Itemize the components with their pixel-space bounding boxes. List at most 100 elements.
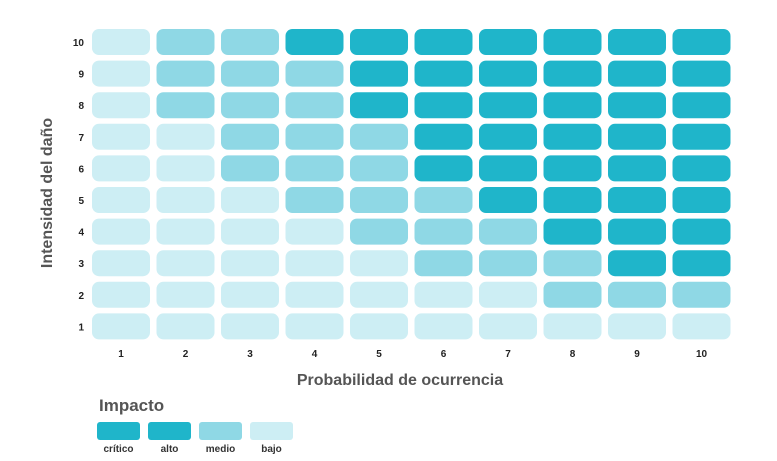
x-tick-label: 2	[183, 349, 189, 360]
y-tick-label: 10	[73, 38, 85, 49]
heatmap-cell-5-4	[350, 218, 408, 245]
heatmap-cell-10-8	[672, 92, 731, 119]
y-tick-label: 7	[78, 133, 84, 144]
heatmap-cell-6-2	[414, 281, 473, 308]
heatmap-cell-6-6	[414, 155, 473, 182]
heatmap-cell-7-2	[479, 281, 537, 308]
heatmap-cell-3-10	[221, 29, 279, 55]
heatmap-cell-2-7	[156, 123, 215, 150]
heatmap-cell-1-6	[92, 155, 150, 182]
heatmap-cell-4-5	[285, 187, 344, 213]
heatmap-cell-6-8	[414, 92, 473, 119]
heatmap-cell-9-4	[608, 218, 666, 245]
heatmap-cell-9-5	[608, 187, 666, 213]
heatmap-cell-1-4	[92, 218, 150, 245]
y-tick-label: 1	[78, 322, 84, 333]
y-tick-label: 6	[78, 164, 84, 175]
heatmap-cell-6-5	[414, 187, 473, 213]
heatmap-cell-3-3	[221, 250, 279, 277]
heatmap-cell-7-10	[479, 29, 537, 55]
heatmap-cell-1-8	[92, 92, 150, 119]
heatmap-cell-6-3	[414, 250, 473, 277]
heatmap-cell-5-7	[350, 123, 408, 150]
heatmap-cell-7-8	[479, 92, 537, 119]
heatmap-cell-1-2	[92, 281, 150, 308]
heatmap-cell-7-5	[479, 187, 537, 213]
heatmap-cell-9-3	[608, 250, 666, 277]
legend-label-bajo: bajo	[261, 444, 282, 455]
heatmap-cell-9-9	[608, 60, 666, 87]
heatmap-cell-6-10	[414, 29, 473, 55]
heatmap-cell-5-3	[350, 250, 408, 277]
heatmap-cell-5-9	[350, 60, 408, 87]
heatmap-cell-2-6	[156, 155, 215, 182]
heatmap-cell-9-6	[608, 155, 666, 182]
legend-item-critico: crítico	[97, 422, 140, 455]
heatmap-cell-10-2	[672, 281, 731, 308]
heatmap-cell-2-8	[156, 92, 215, 119]
heatmap-cells	[92, 29, 731, 340]
x-axis-title: Probabilidad de ocurrencia	[297, 372, 503, 389]
legend-item-bajo: bajo	[250, 422, 293, 455]
heatmap-cell-9-7	[608, 123, 666, 150]
heatmap-cell-1-3	[92, 250, 150, 277]
heatmap-cell-3-1	[221, 313, 279, 340]
heatmap-cell-10-4	[672, 218, 731, 245]
heatmap-cell-3-2	[221, 281, 279, 308]
heatmap-cell-7-9	[479, 60, 537, 87]
heatmap-cell-9-10	[608, 29, 666, 55]
heatmap-cell-10-5	[672, 187, 731, 213]
heatmap-cell-2-5	[156, 187, 215, 213]
heatmap-cell-5-6	[350, 155, 408, 182]
y-tick-label: 4	[78, 228, 84, 239]
heatmap-cell-8-4	[543, 218, 602, 245]
legend-label-medio: medio	[205, 444, 236, 455]
heatmap-cell-6-9	[414, 60, 473, 87]
heatmap-cell-5-1	[350, 313, 408, 340]
heatmap-cell-2-10	[156, 29, 215, 55]
legend-swatch-medio	[199, 422, 242, 440]
legend-label-alto: alto	[160, 444, 179, 455]
heatmap-cell-7-1	[479, 313, 537, 340]
x-tick-labels: 1 2 3 4 5 6 7 8 9 10	[118, 349, 707, 360]
legend-items: crítico alto medio bajo	[97, 422, 293, 455]
y-tick-label: 8	[78, 101, 84, 112]
heatmap-cell-1-1	[92, 313, 150, 340]
heatmap-cell-4-6	[285, 155, 344, 182]
heatmap-cell-6-1	[414, 313, 473, 340]
heatmap-chart: 1 2 3 4 5 6 7 8 9 10 10 9 8 7 6 5 4 3 2 1 Probabilidad de …	[39, 29, 731, 389]
heatmap-cell-5-5	[350, 187, 408, 213]
heatmap-cell-9-1	[608, 313, 666, 340]
heatmap-cell-9-2	[608, 281, 666, 308]
y-tick-label: 9	[78, 70, 84, 81]
heatmap-cell-8-5	[543, 187, 602, 213]
legend-label-critico: crítico	[103, 444, 134, 455]
heatmap-cell-2-9	[156, 60, 215, 87]
heatmap-cell-8-9	[543, 60, 602, 87]
x-tick-label: 8	[570, 349, 576, 360]
heatmap-cell-8-3	[543, 250, 602, 277]
heatmap-cell-7-6	[479, 155, 537, 182]
x-tick-label: 5	[376, 349, 382, 360]
heatmap-cell-5-8	[350, 92, 408, 119]
heatmap-cell-8-2	[543, 281, 602, 308]
heatmap-cell-10-10	[672, 29, 731, 55]
legend-swatch-bajo	[250, 422, 293, 440]
heatmap-cell-1-10	[92, 29, 150, 55]
x-tick-label: 7	[505, 349, 511, 360]
heatmap-cell-3-7	[221, 123, 279, 150]
heatmap-cell-2-4	[156, 218, 215, 245]
heatmap-cell-7-3	[479, 250, 537, 277]
heatmap-cell-5-2	[350, 281, 408, 308]
x-tick-label: 4	[312, 349, 318, 360]
x-tick-label: 9	[634, 349, 640, 360]
legend-swatch-alto	[148, 422, 191, 440]
y-axis-title: Intensidad del daño	[39, 118, 56, 268]
heatmap-cell-2-3	[156, 250, 215, 277]
heatmap-cell-8-8	[543, 92, 602, 119]
heatmap-cell-10-1	[672, 313, 731, 340]
heatmap-cell-1-9	[92, 60, 150, 87]
x-tick-label: 1	[118, 349, 124, 360]
legend-swatch-critico	[97, 422, 140, 440]
heatmap-cell-8-10	[543, 29, 602, 55]
